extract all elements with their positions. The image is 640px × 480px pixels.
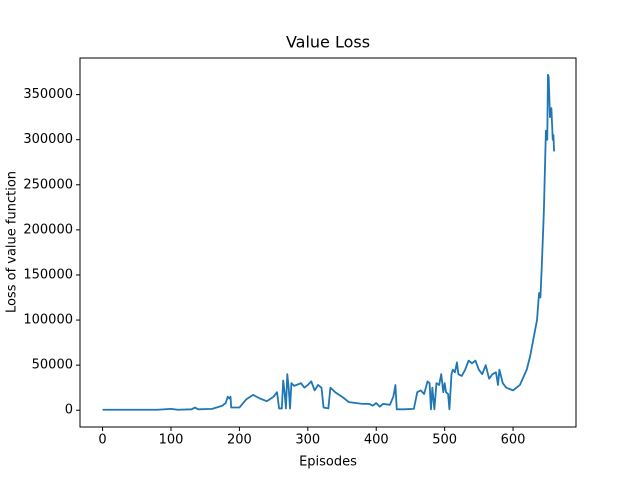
plot-frame — [79, 57, 577, 428]
y-tick-label: 100000 — [23, 313, 73, 328]
y-tick-label: 350000 — [23, 87, 73, 102]
chart-title: Value Loss — [286, 33, 370, 52]
y-tick-label: 300000 — [23, 132, 73, 147]
y-tick-label: 0 — [65, 403, 73, 418]
data-line — [102, 73, 556, 411]
x-tick-label: 600 — [501, 433, 526, 448]
y-tick-label: 250000 — [23, 177, 73, 192]
x-axis-label: Episodes — [299, 455, 357, 470]
y-tick-label: 200000 — [23, 222, 73, 237]
x-tick-label: 400 — [364, 433, 389, 448]
y-tick-label: 50000 — [32, 358, 73, 373]
y-tick-label: 150000 — [23, 267, 73, 282]
x-tick-label: 500 — [432, 433, 457, 448]
x-tick-label: 0 — [98, 433, 106, 448]
x-tick-label: 200 — [227, 433, 252, 448]
x-tick-label: 100 — [159, 433, 184, 448]
y-axis-label: Loss of value function — [5, 171, 20, 313]
x-tick-label: 300 — [295, 433, 320, 448]
